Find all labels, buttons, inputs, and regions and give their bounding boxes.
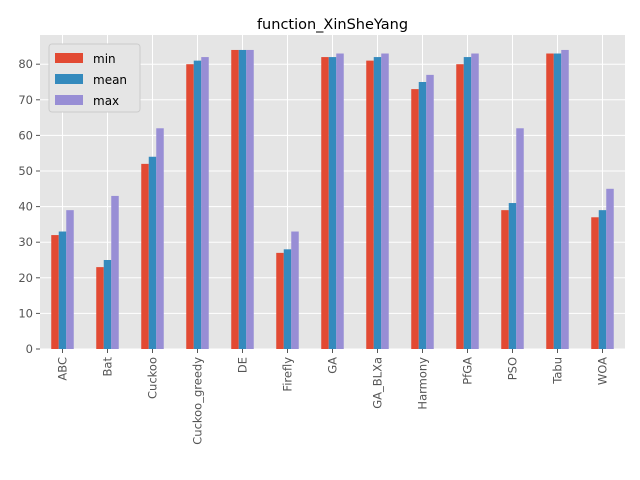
bars xyxy=(51,49,614,350)
legend-label-min: min xyxy=(93,52,116,66)
bar-min-PfGA xyxy=(456,64,464,349)
bar-mean-WOA xyxy=(598,210,607,349)
y-axis: 0 10 20 30 40 50 60 70 80 xyxy=(18,57,40,356)
bar-max-GA xyxy=(336,53,344,349)
x-tick-label: PfGA xyxy=(461,357,475,385)
x-tick-label: Tabu xyxy=(551,357,565,385)
chart-title: function_XinSheYang xyxy=(257,17,408,33)
bar-max-GA_BLXa xyxy=(381,53,389,349)
x-tick-label: Cuckoo_greedy xyxy=(191,357,205,445)
x-tick-label: PSO xyxy=(506,357,520,380)
legend-swatch-max xyxy=(55,95,83,105)
bar-min-GA_BLXa xyxy=(366,60,374,349)
bar-max-Firefly xyxy=(291,231,299,349)
bar-min-GA xyxy=(321,57,329,349)
bar-max-Cuckoo_greedy xyxy=(201,57,209,349)
bar-max-Cuckoo xyxy=(156,128,164,349)
bar-min-Bat xyxy=(96,267,104,349)
x-tick-label: Harmony xyxy=(416,357,430,410)
bar-mean-Cuckoo_greedy xyxy=(193,60,202,349)
bar-min-Firefly xyxy=(276,252,284,349)
y-tick-label: 20 xyxy=(18,271,33,285)
x-tick-label: GA_BLXa xyxy=(371,357,385,409)
x-tick-label: WOA xyxy=(596,357,610,385)
x-tick-label: ABC xyxy=(56,357,70,381)
bar-min-Cuckoo xyxy=(141,163,149,349)
bar-mean-PSO xyxy=(508,203,517,349)
x-axis: ABC Bat Cuckoo Cuckoo_greedy DE Firefly GA GA_B… xyxy=(56,349,610,445)
bar-mean-DE xyxy=(238,49,247,349)
bar-max-PfGA xyxy=(471,53,479,349)
legend-swatch-min xyxy=(55,53,83,63)
bar-min-PSO xyxy=(501,210,509,349)
bar-max-Bat xyxy=(111,195,119,349)
bar-min-Cuckoo_greedy xyxy=(186,64,194,349)
x-tick-label: Firefly xyxy=(281,357,295,392)
x-tick-label: GA xyxy=(326,357,340,374)
bar-mean-PfGA xyxy=(463,57,472,349)
bar-max-Tabu xyxy=(561,49,569,349)
bar-max-DE xyxy=(246,49,254,349)
bar-min-Tabu xyxy=(546,53,554,349)
bar-mean-Cuckoo xyxy=(148,156,157,349)
bar-mean-GA xyxy=(328,57,337,349)
bar-min-Harmony xyxy=(411,89,419,350)
y-tick-label: 10 xyxy=(18,306,33,320)
y-tick-label: 50 xyxy=(18,164,33,178)
bar-mean-GA_BLXa xyxy=(373,57,382,349)
bar-max-WOA xyxy=(606,188,614,349)
bar-mean-Harmony xyxy=(418,81,427,349)
legend-label-max: max xyxy=(93,94,119,108)
bar-mean-Firefly xyxy=(283,249,292,349)
bar-max-Harmony xyxy=(426,74,434,349)
x-tick-label: Cuckoo xyxy=(146,357,160,399)
legend: min mean max xyxy=(48,43,141,113)
bar-min-DE xyxy=(231,49,239,349)
legend-label-mean: mean xyxy=(93,73,127,87)
bar-min-ABC xyxy=(51,235,59,349)
y-tick-label: 30 xyxy=(18,235,33,249)
y-tick-label: 0 xyxy=(26,342,33,356)
y-tick-label: 40 xyxy=(18,200,33,214)
bar-max-ABC xyxy=(66,210,74,349)
bar-mean-Tabu xyxy=(553,53,562,349)
bar-min-WOA xyxy=(591,217,599,349)
y-tick-label: 70 xyxy=(18,93,33,107)
bar-mean-Bat xyxy=(103,259,112,349)
bar-mean-ABC xyxy=(58,231,67,349)
y-tick-label: 80 xyxy=(18,57,33,71)
legend-swatch-mean xyxy=(55,74,83,84)
x-tick-label: Bat xyxy=(101,357,115,377)
bar-max-PSO xyxy=(516,128,524,349)
y-tick-label: 60 xyxy=(18,128,33,142)
x-tick-label: DE xyxy=(236,357,250,373)
